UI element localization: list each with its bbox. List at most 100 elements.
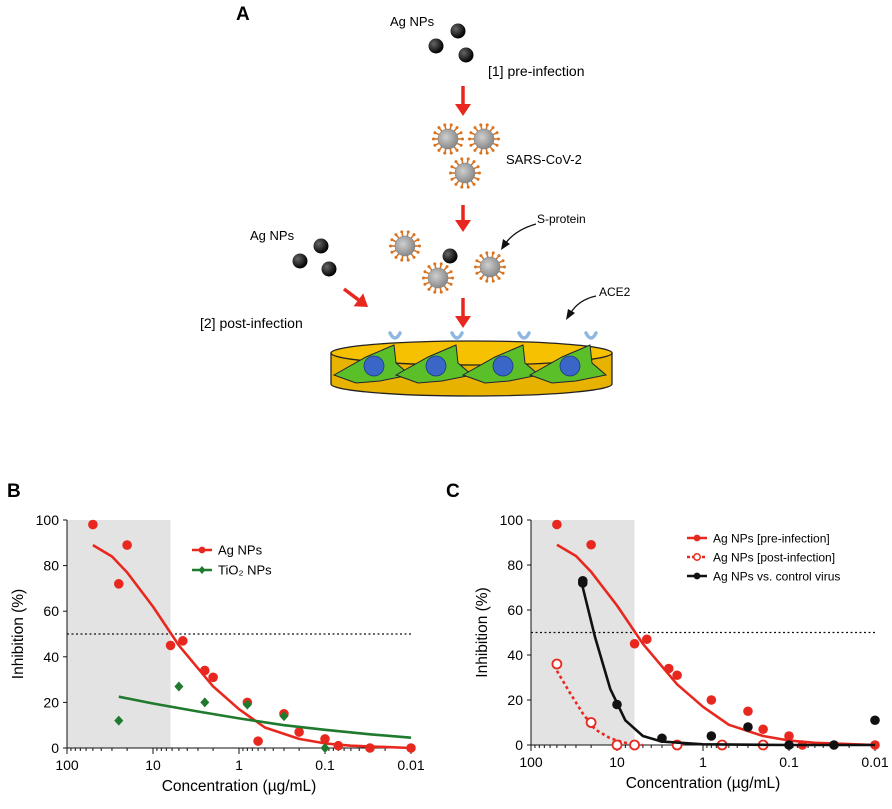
cell-3 [461,331,541,384]
x-tick-label: 0.01 [397,757,424,773]
legend-entry: Ag NPs [pre-infection] [713,532,830,546]
data-point [657,733,667,744]
data-point [88,519,98,530]
data-point [200,697,210,708]
x-tick-label: 0.1 [779,754,799,770]
data-point [406,743,416,753]
data-point [294,727,304,737]
sars-cov-2-virions [389,123,506,294]
y-tick-label: 20 [507,692,523,708]
data-point [706,731,717,741]
y-tick-label: 60 [43,603,59,619]
virion-5 [422,262,454,294]
legend-swatch-marker [693,572,701,580]
legend-entry: Ag NPs vs. control virus [713,570,840,584]
y-axis-label: Inhibition (%) [10,589,27,679]
cell-2 [394,331,474,384]
x-tick-label: 100 [55,757,79,773]
x-tick-label: 0.1 [315,757,335,773]
fit-curve [118,695,412,739]
data-point [333,740,344,751]
data-point [629,739,640,751]
red-arrow-2 [455,205,471,232]
y-tick-label: 0 [51,740,59,756]
ace2-pointer-arrow [566,295,597,320]
data-point [199,665,210,676]
ag-nanoparticles-top [428,23,474,63]
fit-curve [92,543,412,750]
fit-curve [556,543,876,747]
sars-cov-2-label: SARS-CoV-2 [506,152,582,167]
panel-a-schematic: A Ag NPs [1] pre-infection SARS-CoV-2 S-… [200,4,631,397]
data-point [320,734,330,744]
cell-1 [332,331,412,384]
y-tick-label: 100 [36,512,60,528]
y-tick-label: 80 [507,557,523,573]
ag-nanoparticles-left [292,238,458,277]
ag-nps-left-label: Ag NPs [250,228,295,243]
data-point [174,681,184,692]
y-tick-label: 0 [515,737,523,753]
x-axis-label: Concentration (µg/mL) [626,775,781,792]
red-arrows [342,86,471,328]
data-point [784,731,794,741]
data-point [113,579,124,589]
virion-6 [474,251,506,283]
panel-b-letter: B [7,481,21,502]
y-tick-label: 100 [500,512,524,528]
ace2-receptor [517,331,531,340]
ace2-receptor [450,331,464,340]
series-1 [88,519,416,753]
data-point [551,658,563,670]
virion-4 [389,230,421,262]
legend-swatch-marker [198,546,206,554]
panel-b-chart: B 0 20 40 60 80 100 100 10 1 0.1 0.01 Concentration… [7,481,425,795]
legend: Ag NPs TiO₂ NPs [192,543,272,578]
shaded-region [67,520,171,748]
ace2-label: ACE2 [599,285,631,299]
data-point [279,711,289,722]
panel-c-letter: C [446,481,460,502]
x-tick-label: 1 [699,754,707,770]
data-point [642,634,652,645]
legend-swatch-marker [693,553,701,561]
fit-curve [581,587,875,747]
panel-c-chart: C 0 20 40 60 80 100 100 10 1 0.1 0.01 Concentration… [446,481,889,792]
red-arrow-1 [455,86,471,116]
s-protein-label: S-protein [537,212,586,226]
data-point [208,672,218,683]
legend-swatch-marker [693,534,701,542]
data-point [672,670,682,681]
x-tick-label: 0.01 [861,754,888,770]
data-point [122,540,132,550]
post-infection-label: [2] post-infection [200,315,303,331]
virion-2 [468,123,500,155]
data-point [784,740,794,750]
data-point [829,740,839,750]
virion-1 [432,123,464,155]
legend-entry: Ag NPs [218,543,263,558]
fit-curve [555,670,644,747]
cell-4 [528,331,608,384]
legend-entry: Ag NPs [post-infection] [713,551,835,565]
x-tick-label: 10 [145,757,161,773]
data-point [663,663,674,674]
data-point [629,638,640,649]
data-point [743,722,753,732]
data-point [178,636,188,646]
series-1 [552,519,880,750]
data-point [743,706,753,717]
data-point [552,519,562,530]
ace2-receptor [388,331,402,340]
y-tick-label: 20 [43,694,59,710]
data-point [758,724,768,735]
data-point [320,743,330,753]
ace2-receptor [584,331,598,340]
y-axis-label: Inhibition (%) [474,587,491,677]
red-arrow-post [342,287,368,307]
x-tick-label: 1 [235,757,243,773]
data-point [586,539,596,550]
x-tick-label: 10 [609,754,625,770]
y-tick-label: 80 [43,558,59,574]
